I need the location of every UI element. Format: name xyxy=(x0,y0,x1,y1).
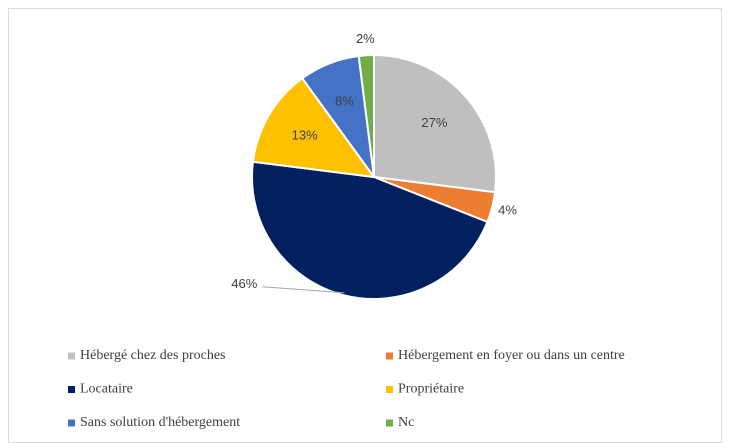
legend-label: Sans solution d'hébergement xyxy=(80,415,240,430)
legend-swatch xyxy=(386,419,393,427)
data-label: 13% xyxy=(292,127,318,142)
legend-swatch xyxy=(68,352,75,360)
data-label: 2% xyxy=(356,31,375,46)
legend-swatch xyxy=(68,386,75,393)
pie-slice xyxy=(251,76,377,179)
data-label: 27% xyxy=(421,115,447,130)
legend-swatch xyxy=(386,386,393,393)
pie-slice xyxy=(357,53,375,178)
data-label: 8% xyxy=(335,94,354,109)
legend-swatch xyxy=(68,419,75,427)
legend-label: Hébergement en foyer ou dans un centre xyxy=(398,348,625,363)
legend-label: Hébergé chez des proches xyxy=(80,348,226,363)
legend-swatch xyxy=(386,352,393,360)
legend-label: Locataire xyxy=(80,382,133,397)
pie-slice xyxy=(373,53,497,194)
data-label: 4% xyxy=(498,203,517,218)
legend-label: Nc xyxy=(398,415,414,430)
leader-line xyxy=(262,286,345,294)
legend-label: Propriétaire xyxy=(398,382,464,397)
pie-slice xyxy=(251,160,489,300)
data-label: 46% xyxy=(231,276,257,291)
